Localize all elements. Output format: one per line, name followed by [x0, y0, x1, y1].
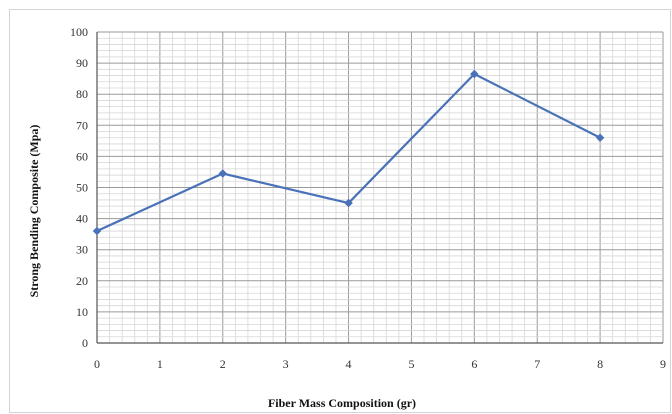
- y-tick-label: 0: [82, 336, 88, 350]
- y-tick-label: 60: [76, 149, 88, 163]
- x-tick-label: 1: [157, 357, 163, 371]
- y-axis-title: Strong Bending Composite (Mpa): [27, 125, 41, 298]
- y-tick-label: 10: [76, 305, 88, 319]
- y-tick-label: 40: [76, 212, 88, 226]
- y-tick-label: 90: [76, 56, 88, 70]
- x-tick-label: 4: [346, 357, 352, 371]
- data-point: [470, 69, 479, 79]
- y-tick-label: 30: [76, 243, 88, 257]
- x-tick-labels: 0 1 2 3 4 5 6 7 8 9: [94, 357, 666, 371]
- axes: [96, 32, 663, 344]
- y-tick-label: 100: [70, 25, 88, 39]
- x-tick-label: 2: [220, 357, 226, 371]
- x-tick-label: 6: [471, 357, 477, 371]
- chart-frame: [9, 9, 671, 413]
- y-tick-label: 80: [76, 87, 88, 101]
- y-tick-label: 50: [76, 181, 88, 195]
- y-tick-labels: 0 10 20 30 40 50 60 70 80 90 100: [70, 25, 88, 350]
- data-point: [595, 133, 605, 142]
- y-tick-label: 20: [76, 274, 88, 288]
- data-point: [218, 169, 228, 178]
- y-tick-label: 70: [76, 118, 88, 132]
- data-point: [344, 198, 353, 208]
- x-tick-label: 5: [408, 357, 414, 371]
- x-tick-label: 0: [94, 357, 100, 371]
- x-tick-label: 8: [597, 357, 603, 371]
- data-point: [92, 226, 102, 236]
- x-tick-label: 3: [283, 357, 289, 371]
- grid: [96, 31, 664, 344]
- x-tick-label: 9: [660, 357, 666, 371]
- x-tick-label: 7: [534, 357, 540, 371]
- x-axis-title: Fiber Mass Composition (gr): [268, 396, 416, 410]
